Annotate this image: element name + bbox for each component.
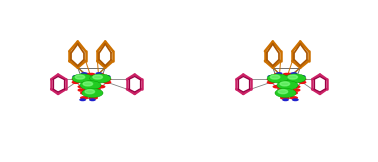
Circle shape	[103, 81, 112, 84]
Circle shape	[267, 74, 288, 83]
Circle shape	[276, 72, 282, 75]
Circle shape	[96, 73, 104, 76]
Circle shape	[71, 78, 80, 81]
Circle shape	[77, 88, 86, 92]
Circle shape	[275, 91, 284, 95]
Circle shape	[87, 73, 96, 76]
Circle shape	[83, 82, 93, 86]
Circle shape	[266, 78, 275, 81]
Circle shape	[292, 88, 301, 92]
Circle shape	[299, 75, 306, 78]
Circle shape	[275, 88, 296, 98]
Circle shape	[285, 74, 306, 83]
Circle shape	[104, 75, 111, 78]
Circle shape	[88, 96, 97, 100]
Circle shape	[86, 88, 94, 92]
Circle shape	[80, 81, 101, 90]
Circle shape	[286, 73, 294, 76]
Circle shape	[72, 74, 93, 83]
Circle shape	[273, 85, 281, 88]
Circle shape	[86, 93, 94, 97]
Circle shape	[267, 75, 274, 78]
Circle shape	[277, 87, 286, 91]
Circle shape	[282, 73, 291, 76]
Circle shape	[72, 75, 79, 78]
Circle shape	[90, 74, 111, 83]
Circle shape	[284, 93, 292, 97]
Circle shape	[82, 88, 103, 98]
Circle shape	[298, 78, 307, 81]
Circle shape	[282, 77, 291, 80]
Circle shape	[75, 75, 85, 79]
Circle shape	[103, 78, 112, 81]
Circle shape	[94, 91, 103, 95]
Circle shape	[87, 77, 96, 80]
Circle shape	[92, 87, 101, 91]
Circle shape	[280, 96, 288, 100]
Circle shape	[97, 85, 105, 88]
Circle shape	[270, 75, 280, 79]
Circle shape	[85, 90, 94, 94]
Circle shape	[81, 72, 88, 75]
Circle shape	[282, 98, 289, 101]
Circle shape	[292, 85, 301, 88]
Circle shape	[290, 96, 298, 100]
Circle shape	[277, 81, 298, 90]
Circle shape	[90, 96, 98, 100]
Circle shape	[80, 91, 88, 95]
Circle shape	[79, 98, 86, 101]
Circle shape	[84, 73, 92, 76]
Circle shape	[290, 91, 298, 95]
Circle shape	[278, 90, 288, 94]
Circle shape	[274, 73, 282, 76]
Circle shape	[280, 82, 290, 86]
Circle shape	[298, 81, 307, 84]
Circle shape	[80, 96, 88, 100]
Circle shape	[288, 75, 297, 79]
Circle shape	[77, 85, 86, 88]
Circle shape	[71, 81, 80, 84]
Circle shape	[284, 88, 292, 92]
Circle shape	[281, 96, 290, 100]
Circle shape	[89, 98, 96, 101]
Circle shape	[290, 72, 297, 75]
Circle shape	[93, 75, 102, 79]
Circle shape	[292, 98, 299, 101]
Circle shape	[95, 72, 102, 75]
Circle shape	[266, 81, 275, 84]
